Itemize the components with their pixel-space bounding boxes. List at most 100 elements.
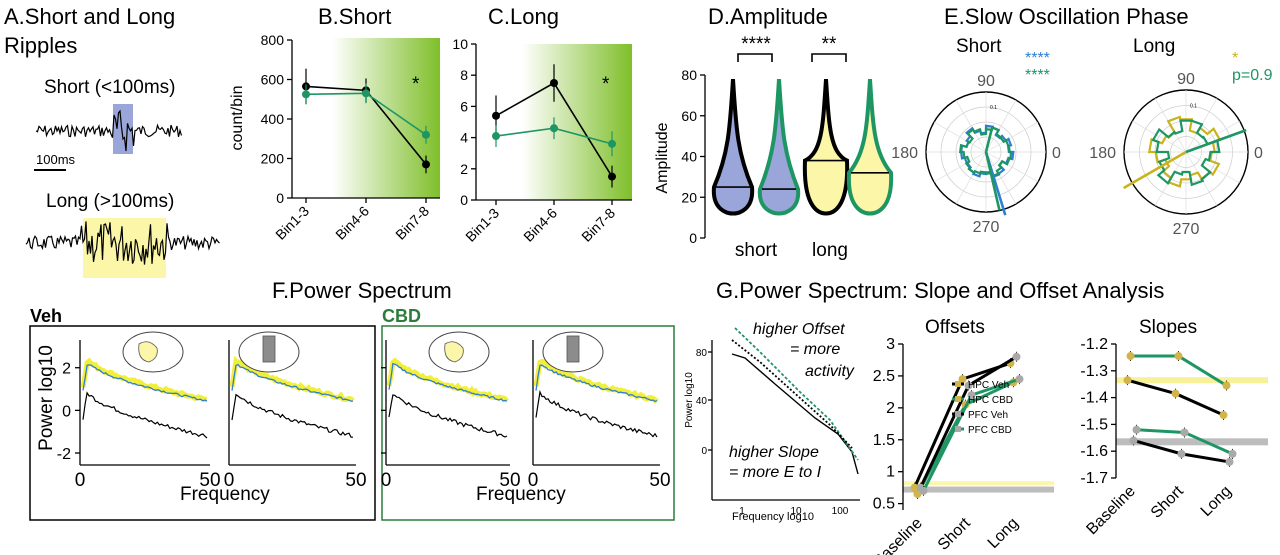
angle-label: 180	[1089, 145, 1116, 162]
g1-note-5: = more E to I	[729, 464, 822, 481]
legend-label: HPC CBD	[968, 395, 1013, 406]
x-tick-label: Baseline	[1083, 483, 1138, 538]
spectrum-line	[82, 364, 208, 402]
legend-marker	[955, 426, 961, 432]
y-tick-label: 0	[689, 230, 697, 246]
angle-label: 0	[1254, 145, 1263, 162]
panel-e-title: E.Slow Oscillation Phase	[944, 4, 1189, 29]
sig-bracket	[737, 53, 773, 62]
data-point	[1012, 352, 1021, 361]
y-tick-label: 800	[261, 32, 285, 48]
polar-spoke	[955, 151, 987, 205]
sig-label: **	[822, 34, 837, 55]
data-point	[422, 160, 430, 169]
g1-curve	[734, 327, 859, 461]
reference-band	[1116, 377, 1268, 384]
veh-box	[29, 325, 376, 521]
y-tick-label: 20	[681, 189, 697, 205]
y-tick-label: 2.5	[873, 368, 895, 385]
brain-hippocampus	[444, 341, 464, 363]
g1-curve	[731, 339, 853, 449]
y-tick-label: 200	[261, 151, 285, 167]
y-tick-label: 80	[681, 67, 697, 83]
polar-spoke	[985, 151, 1017, 205]
y-tick-label: -1.3	[1080, 363, 1108, 380]
polar-spoke	[985, 151, 1039, 183]
data-point	[1180, 428, 1189, 437]
offsets-title: Offsets	[925, 317, 985, 338]
legend-label: HPC Veh	[968, 380, 1009, 391]
legend-label: PFC CBD	[968, 425, 1012, 436]
spectrum-line	[231, 363, 353, 402]
data-point	[492, 132, 500, 141]
sig-bracket	[811, 53, 847, 62]
panel-f-ylabel: Power log10	[36, 345, 57, 451]
data-point	[1171, 389, 1180, 398]
data-point	[1174, 352, 1183, 361]
g1-x-tick-label: 1	[739, 506, 745, 517]
data-point	[967, 391, 976, 400]
f-y-tick-label: 2	[62, 361, 71, 378]
f-y-tick-label: 0	[62, 403, 71, 420]
violin	[757, 78, 801, 216]
spectrum-line	[535, 364, 658, 403]
x-tick-label: Bin4-6	[520, 205, 560, 245]
category-label: long	[812, 240, 848, 261]
x-tick-label: Long	[1198, 483, 1235, 520]
mean-vector	[1122, 150, 1187, 190]
f-y-tick-label: -2	[57, 446, 71, 463]
group-veh-label: Veh	[30, 306, 62, 326]
angle-label: 180	[891, 145, 918, 162]
brain-pfc	[566, 335, 580, 363]
data-point	[964, 381, 973, 390]
y-tick-label: 10	[452, 36, 468, 52]
polar-short-stat-1: ****	[1025, 50, 1050, 67]
legend-marker	[955, 411, 961, 417]
spectrum-line	[82, 391, 208, 439]
panel-d-ylabel: Amplitude	[654, 122, 671, 193]
violin	[711, 78, 755, 216]
slopes-title: Slopes	[1139, 317, 1197, 338]
data-point	[302, 90, 310, 99]
data-point	[362, 89, 370, 98]
polar-spoke	[933, 151, 987, 183]
reference-band	[903, 481, 1054, 486]
data-point	[1219, 411, 1228, 420]
x-tick-label: Short	[1148, 482, 1187, 521]
polar-spoke	[1185, 151, 1240, 184]
x-tick-label: Short	[935, 514, 974, 553]
category-label: short	[735, 240, 778, 261]
long-ripple-trace	[25, 221, 220, 265]
r-label: 0.1	[1190, 103, 1197, 109]
spectrum-line	[535, 389, 658, 438]
f-x-tick-label: 0	[381, 470, 392, 491]
data-point	[1126, 352, 1135, 361]
data-point	[1129, 436, 1138, 445]
data-point	[919, 486, 928, 495]
g1-x-tick-label: 10	[790, 506, 802, 517]
y-tick-label: -1.4	[1080, 390, 1108, 407]
violin	[802, 78, 850, 216]
mean-vector	[984, 126, 994, 153]
x-tick-label: Bin7-8	[392, 203, 432, 243]
g1-note-3: activity	[805, 363, 855, 380]
data-point	[550, 124, 558, 133]
short-ripple-trace	[35, 109, 183, 152]
violin	[846, 78, 894, 216]
f-x-tick-label: 0	[528, 470, 539, 491]
long-ripple-label: Long (>100ms)	[46, 191, 174, 212]
data-point	[1123, 376, 1132, 385]
legend-label: PFC Veh	[968, 410, 1008, 421]
y-tick-label: 0	[460, 192, 468, 208]
rose-histogram	[1151, 119, 1221, 187]
x-tick-label: Bin7-8	[578, 205, 618, 245]
reference-band	[1116, 438, 1268, 446]
r-label: 0.1	[990, 105, 997, 111]
angle-label: 0	[1052, 145, 1061, 162]
angle-label: 90	[1177, 71, 1195, 88]
mean-vector	[984, 151, 1001, 211]
spectrum-line	[229, 355, 355, 403]
panel-a-title-line2: Ripples	[4, 33, 77, 58]
g1-y-tick-label: 0	[701, 446, 707, 457]
